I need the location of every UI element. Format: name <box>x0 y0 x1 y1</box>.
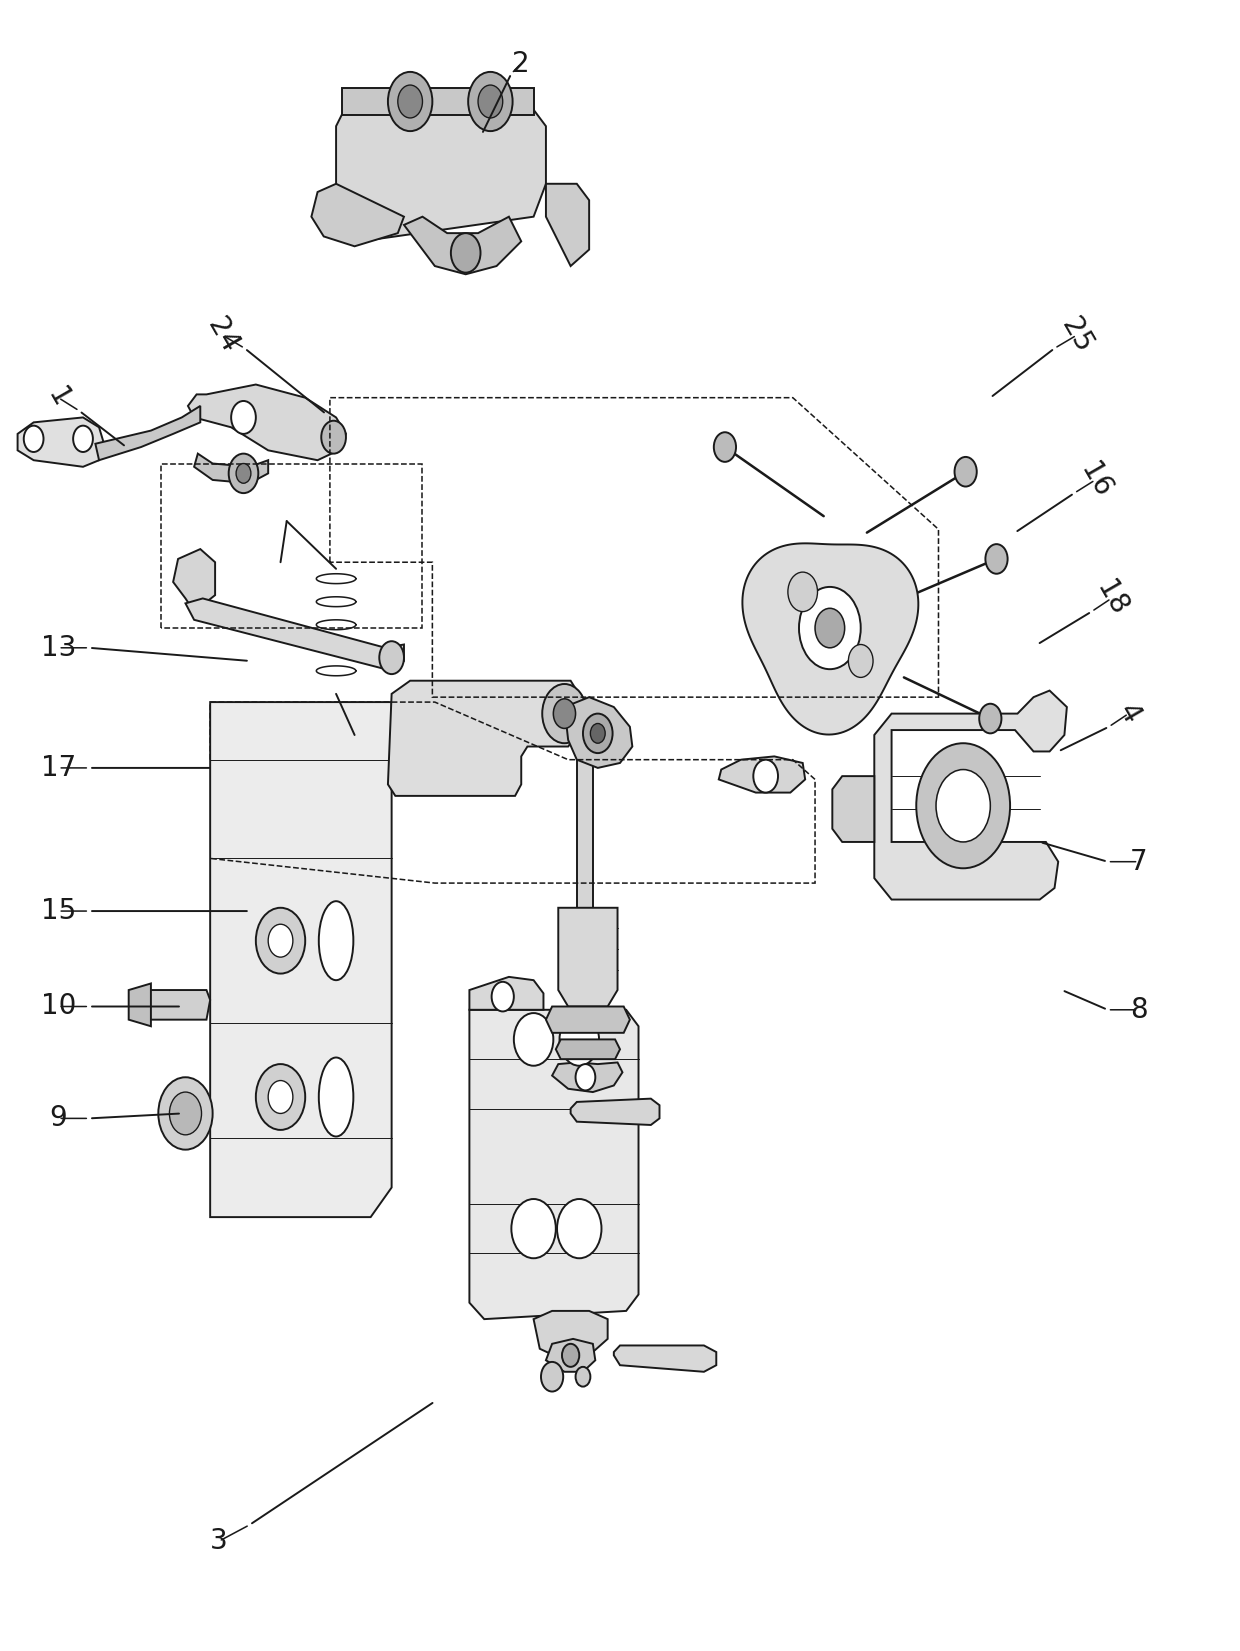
Ellipse shape <box>319 901 353 981</box>
Polygon shape <box>210 702 392 1217</box>
Circle shape <box>815 608 844 647</box>
Polygon shape <box>174 550 215 611</box>
Circle shape <box>388 73 433 130</box>
Polygon shape <box>832 776 874 842</box>
Polygon shape <box>564 697 632 768</box>
Text: 8: 8 <box>1130 996 1147 1024</box>
Circle shape <box>228 454 258 494</box>
Circle shape <box>321 421 346 454</box>
Text: 25: 25 <box>1055 314 1097 357</box>
Polygon shape <box>470 1010 639 1319</box>
Polygon shape <box>129 984 151 1027</box>
Polygon shape <box>546 1007 630 1034</box>
Polygon shape <box>336 101 546 241</box>
Polygon shape <box>546 183 589 266</box>
Circle shape <box>491 982 513 1012</box>
Circle shape <box>575 1367 590 1387</box>
Polygon shape <box>719 756 805 792</box>
Circle shape <box>268 925 293 958</box>
Text: 1: 1 <box>42 383 74 413</box>
Polygon shape <box>195 454 268 484</box>
Text: 24: 24 <box>202 314 243 357</box>
Text: 4: 4 <box>1112 698 1145 728</box>
Polygon shape <box>533 1311 608 1360</box>
Text: 18: 18 <box>1090 576 1132 621</box>
Circle shape <box>255 1065 305 1129</box>
Circle shape <box>379 641 404 674</box>
Circle shape <box>236 464 250 484</box>
Text: 7: 7 <box>1130 847 1147 875</box>
Polygon shape <box>552 1063 622 1091</box>
Polygon shape <box>874 690 1066 900</box>
Circle shape <box>541 1362 563 1392</box>
Polygon shape <box>743 543 919 735</box>
Ellipse shape <box>319 1058 353 1136</box>
Text: 10: 10 <box>41 992 76 1020</box>
Polygon shape <box>470 977 543 1010</box>
Circle shape <box>955 457 977 487</box>
Text: 9: 9 <box>50 1105 67 1133</box>
Circle shape <box>170 1091 202 1134</box>
Circle shape <box>557 1199 601 1258</box>
Polygon shape <box>570 1098 660 1124</box>
Polygon shape <box>558 908 618 1007</box>
Polygon shape <box>614 1346 717 1372</box>
Text: 13: 13 <box>41 634 76 662</box>
Circle shape <box>159 1076 212 1149</box>
Polygon shape <box>388 680 577 796</box>
Circle shape <box>559 1014 599 1067</box>
Circle shape <box>575 1065 595 1090</box>
Text: 16: 16 <box>1074 457 1116 502</box>
Text: 2: 2 <box>512 50 529 78</box>
Polygon shape <box>133 991 210 1020</box>
Circle shape <box>511 1199 556 1258</box>
Circle shape <box>980 703 1002 733</box>
Circle shape <box>714 433 737 462</box>
Circle shape <box>542 684 587 743</box>
Circle shape <box>754 759 777 792</box>
Circle shape <box>255 908 305 974</box>
Circle shape <box>24 426 43 452</box>
Circle shape <box>986 545 1008 575</box>
Circle shape <box>398 86 423 117</box>
Circle shape <box>73 426 93 452</box>
Circle shape <box>451 233 481 272</box>
Circle shape <box>479 86 502 117</box>
Circle shape <box>231 401 255 434</box>
Circle shape <box>799 586 861 669</box>
Polygon shape <box>186 598 404 669</box>
Polygon shape <box>577 759 593 916</box>
Polygon shape <box>404 216 521 274</box>
Polygon shape <box>188 385 346 461</box>
Circle shape <box>268 1080 293 1113</box>
Circle shape <box>513 1014 553 1067</box>
Polygon shape <box>311 183 404 246</box>
Circle shape <box>469 73 512 130</box>
Circle shape <box>583 713 613 753</box>
Polygon shape <box>17 418 104 467</box>
Circle shape <box>553 698 575 728</box>
Polygon shape <box>556 1040 620 1060</box>
Polygon shape <box>342 89 533 114</box>
Circle shape <box>787 573 817 611</box>
Polygon shape <box>95 406 201 461</box>
Circle shape <box>562 1344 579 1367</box>
Circle shape <box>936 769 991 842</box>
Text: 17: 17 <box>41 755 76 783</box>
Text: 15: 15 <box>41 896 76 925</box>
Circle shape <box>848 644 873 677</box>
Polygon shape <box>546 1339 595 1372</box>
Circle shape <box>590 723 605 743</box>
Text: 3: 3 <box>210 1527 228 1555</box>
Circle shape <box>916 743 1011 868</box>
